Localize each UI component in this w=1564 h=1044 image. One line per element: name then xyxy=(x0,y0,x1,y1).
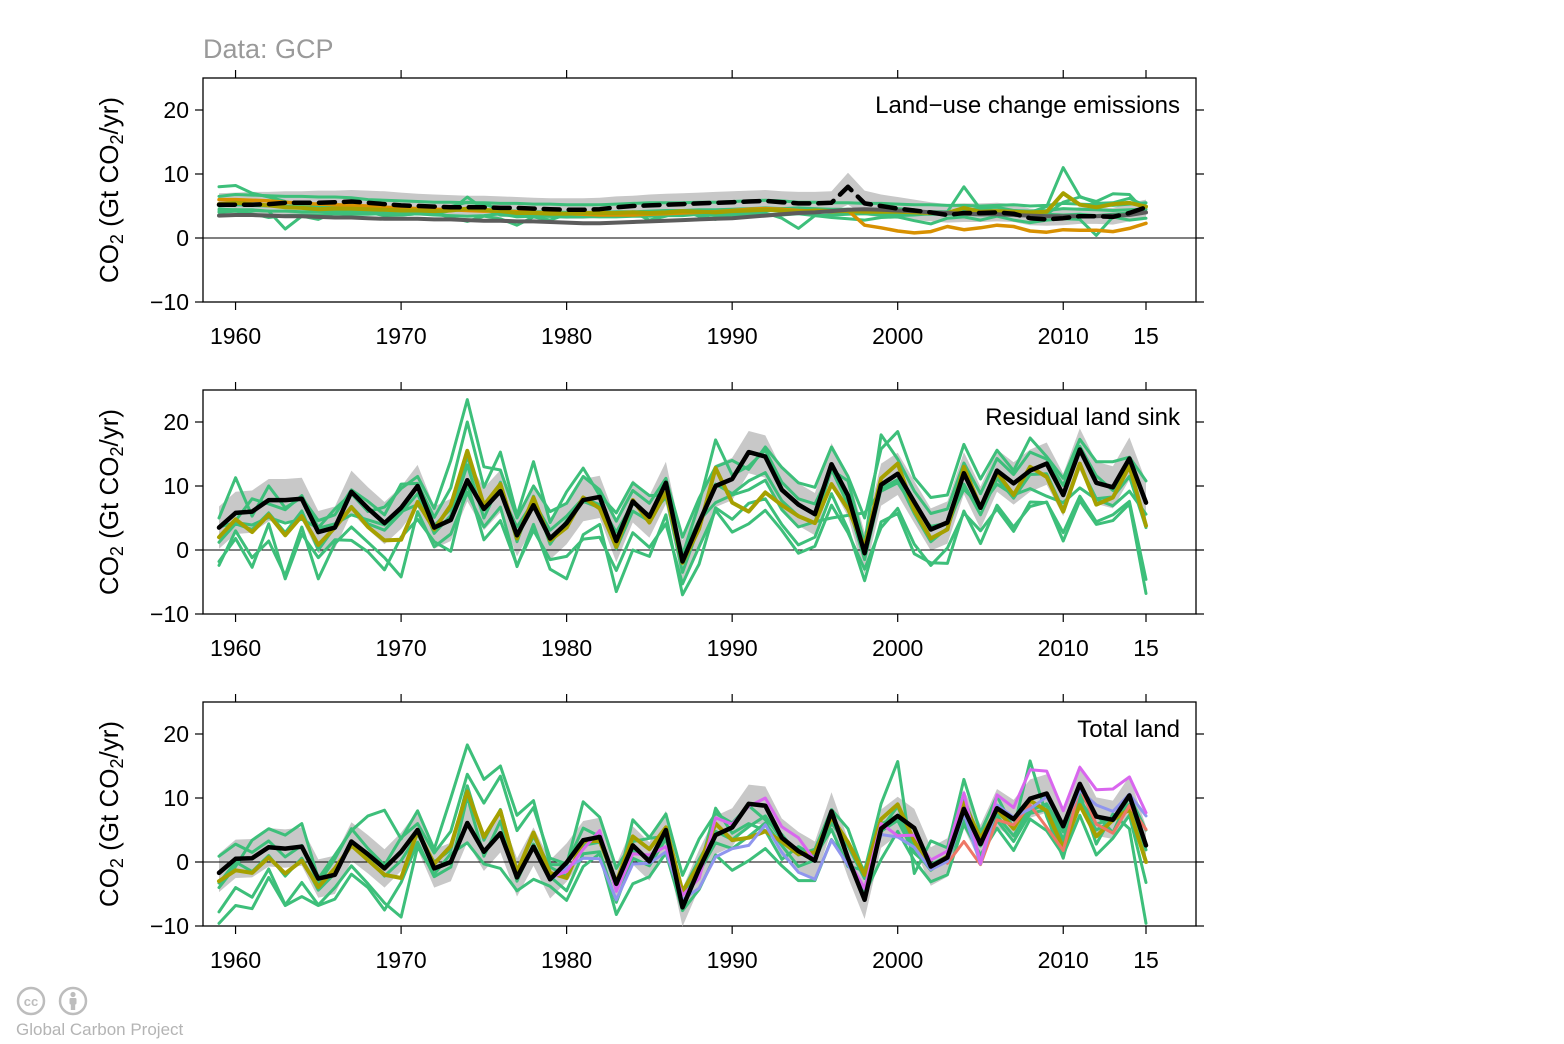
x-tick-label: 2010 xyxy=(1038,323,1089,349)
x-tick-label: 2000 xyxy=(872,323,923,349)
y-tick-label: −10 xyxy=(150,289,189,315)
creative-commons-icon: cc xyxy=(16,986,46,1016)
plot-frame xyxy=(202,77,1197,303)
x-tick-label: 15 xyxy=(1133,323,1159,349)
data-source-label: Data: GCP xyxy=(203,34,334,64)
panel-residual-land-sink: −10 0 10 20 1960 1970 1980 1990 2000 2010 15 Residu… xyxy=(94,382,1204,661)
license-footer: cc Global Carbon Project xyxy=(16,986,236,1042)
panel-title-residual: Residual land sink xyxy=(985,404,1181,431)
x-tick-label: 1980 xyxy=(541,635,592,661)
plot-frame xyxy=(202,701,1197,927)
model-series-line-1 xyxy=(217,398,1148,539)
x-tick-label: 1990 xyxy=(707,323,758,349)
plot-frame xyxy=(202,389,1197,615)
x-tick-label: 1980 xyxy=(541,323,592,349)
x-tick-label: 1960 xyxy=(210,323,261,349)
y-tick-label: 20 xyxy=(163,97,189,123)
y-tick-label: 0 xyxy=(176,225,189,251)
x-tick-label: 1970 xyxy=(376,635,427,661)
panel-total-land: −10 0 10 20 1960 1970 1980 1990 2000 2010 15 Total … xyxy=(94,694,1204,973)
x-tick-label: 1990 xyxy=(707,635,758,661)
x-tick-label: 1970 xyxy=(376,323,427,349)
y-tick-label: −10 xyxy=(150,913,189,939)
x-tick-label: 1990 xyxy=(707,947,758,973)
y-tick-label: 0 xyxy=(176,849,189,875)
gcp-series-line xyxy=(216,781,1149,910)
x-tick-label: 1980 xyxy=(541,947,592,973)
x-tick-label: 2000 xyxy=(872,635,923,661)
x-tick-label: 15 xyxy=(1133,947,1159,973)
panel-title-land-use: Land−use change emissions xyxy=(875,92,1180,119)
x-tick-label: 1970 xyxy=(376,947,427,973)
y-tick-label: 10 xyxy=(163,785,189,811)
x-tick-label: 15 xyxy=(1133,635,1159,661)
y-tick-label: −10 xyxy=(150,601,189,627)
x-tick-label: 2010 xyxy=(1038,635,1089,661)
credit-text: Global Carbon Project xyxy=(16,1020,184,1039)
gcp-series-line xyxy=(216,447,1149,564)
x-tick-label: 2000 xyxy=(872,947,923,973)
y-tick-label: 20 xyxy=(163,409,189,435)
svg-text:cc: cc xyxy=(24,994,38,1009)
panel-title-total: Total land xyxy=(1077,716,1180,743)
y-axis-label: CO2 (Gt CO2/yr) xyxy=(94,721,127,907)
panel-land-use-change: −10 0 10 20 1960 1970 1980 1990 2000 2010 15 Land−u… xyxy=(94,70,1204,349)
attribution-person-icon xyxy=(58,986,88,1016)
y-tick-label: 10 xyxy=(163,161,189,187)
y-tick-label: 20 xyxy=(163,721,189,747)
x-tick-label: 1960 xyxy=(210,635,261,661)
model-series-line-5 xyxy=(217,481,1148,586)
y-tick-label: 10 xyxy=(163,473,189,499)
gcp-series-line xyxy=(216,184,1149,222)
x-tick-label: 2010 xyxy=(1038,947,1089,973)
y-tick-label: 0 xyxy=(176,537,189,563)
y-axis-label: CO2 (Gt CO2/yr) xyxy=(94,409,127,595)
y-axis-label: CO2 (Gt CO2/yr) xyxy=(94,97,127,283)
x-tick-label: 1960 xyxy=(210,947,261,973)
